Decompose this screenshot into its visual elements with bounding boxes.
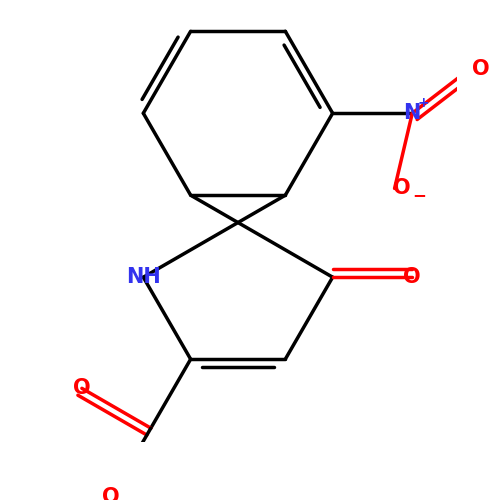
- Text: O: O: [404, 267, 421, 287]
- Text: O: O: [102, 487, 120, 500]
- Text: NH: NH: [126, 267, 160, 287]
- Text: +: +: [417, 96, 428, 110]
- Text: −: −: [412, 186, 426, 204]
- Text: O: O: [73, 378, 90, 398]
- Text: O: O: [393, 178, 410, 199]
- Text: N: N: [404, 103, 421, 123]
- Text: O: O: [472, 59, 489, 79]
